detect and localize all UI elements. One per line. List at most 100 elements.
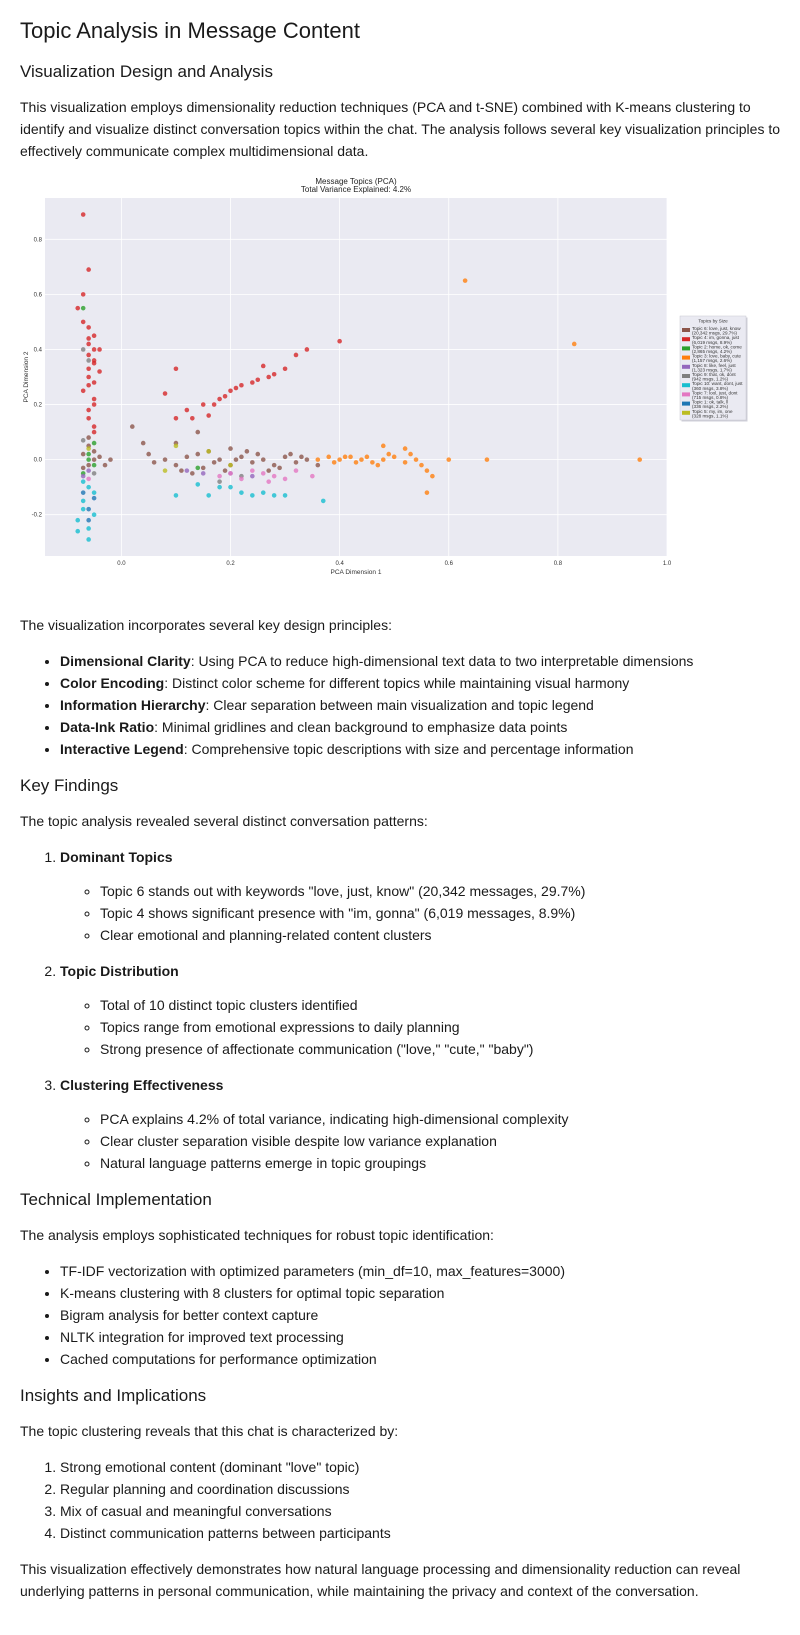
data-point: [228, 484, 233, 490]
finding-group-title: Dominant Topics: [60, 849, 173, 865]
data-point: [277, 465, 282, 471]
data-point: [233, 385, 239, 391]
legend-count: (1,157 msgs, 2.6%): [692, 358, 732, 363]
data-point: [342, 454, 348, 460]
data-point: [408, 451, 413, 457]
insight-item: Strong emotional content (dominant "love…: [60, 1456, 780, 1478]
data-point: [151, 460, 157, 465]
finding-item: Topic 4 shows significant presence with …: [100, 902, 780, 924]
data-point: [380, 443, 386, 449]
data-point: [129, 424, 135, 429]
data-point: [86, 366, 91, 372]
data-point: [80, 490, 86, 495]
data-point: [402, 460, 408, 465]
legend-label: Topic 4: im, gonna, just: [692, 335, 740, 340]
legend-swatch: [682, 383, 690, 388]
finding-item: Topics range from emotional expressions …: [100, 1016, 780, 1038]
data-point: [462, 278, 468, 283]
data-point: [86, 462, 91, 468]
data-point: [80, 506, 86, 512]
legend-swatch: [682, 364, 690, 369]
principles-list: Dimensional Clarity: Using PCA to reduce…: [20, 650, 780, 760]
data-point: [375, 462, 381, 468]
data-point: [271, 371, 277, 377]
finding-item: Natural language patterns emerge in topi…: [100, 1152, 780, 1174]
principle-item: Data-Ink Ratio: Minimal gridlines and cl…: [60, 716, 780, 738]
legend-label: Topic 1: ok, talk, ll: [692, 400, 728, 405]
data-point: [86, 267, 91, 272]
data-point: [173, 443, 179, 449]
data-point: [266, 479, 272, 484]
finding-sublist: Total of 10 distinct topic clusters iden…: [60, 994, 780, 1060]
data-point: [80, 292, 86, 297]
finding-sublist: PCA explains 4.2% of total variance, ind…: [60, 1108, 780, 1174]
data-point: [173, 416, 179, 421]
data-point: [200, 471, 206, 476]
data-point: [364, 454, 370, 460]
data-point: [211, 402, 217, 407]
data-point: [200, 402, 206, 407]
legend-count: (715 msgs, 0.8%): [692, 395, 728, 400]
finding-item: Strong presence of affectionate communic…: [100, 1038, 780, 1060]
technical-item: Bigram analysis for better context captu…: [60, 1304, 780, 1326]
legend-label: Topic 6: love, just, know: [692, 326, 741, 331]
data-point: [250, 460, 255, 465]
data-point: [91, 429, 97, 435]
data-point: [304, 457, 310, 462]
data-point: [250, 493, 255, 498]
data-point: [250, 468, 255, 473]
data-point: [80, 473, 86, 479]
data-point: [310, 473, 315, 479]
principle-item: Color Encoding: Distinct color scheme fo…: [60, 672, 780, 694]
finding-group: Clustering Effectiveness PCA explains 4.…: [60, 1074, 780, 1174]
legend-swatch: [682, 401, 690, 406]
legend-count: (360 msgs, 3.8%): [692, 386, 728, 391]
legend-count: (6,019 msgs, 8.9%): [692, 340, 732, 345]
data-point: [299, 454, 304, 460]
data-point: [195, 429, 201, 435]
data-point: [80, 451, 86, 457]
data-point: [430, 473, 435, 479]
data-point: [228, 462, 233, 468]
data-point: [217, 484, 222, 490]
data-point: [86, 358, 91, 363]
data-point: [80, 319, 86, 325]
x-tick-label: 1.0: [663, 561, 672, 567]
data-point: [217, 457, 222, 462]
data-point: [206, 449, 211, 454]
data-point: [380, 457, 386, 462]
data-point: [228, 446, 233, 451]
data-point: [91, 457, 97, 462]
data-point: [80, 388, 86, 394]
data-point: [173, 493, 179, 498]
data-point: [86, 517, 91, 523]
data-point: [86, 457, 91, 462]
data-point: [271, 462, 277, 468]
data-point: [86, 336, 91, 341]
data-point: [293, 468, 299, 473]
data-point: [331, 460, 337, 465]
insight-item: Distinct communication patterns between …: [60, 1522, 780, 1544]
data-point: [260, 490, 266, 495]
data-point: [86, 374, 91, 380]
data-point: [91, 471, 97, 476]
data-point: [86, 407, 91, 413]
data-point: [86, 526, 91, 531]
data-point: [239, 382, 244, 388]
data-point: [86, 506, 91, 512]
data-point: [173, 462, 179, 468]
data-point: [75, 305, 81, 311]
findings-list: Dominant Topics Topic 6 stands out with …: [20, 846, 780, 1174]
data-point: [370, 460, 375, 465]
data-point: [391, 454, 397, 460]
technical-item: NLTK integration for improved text proce…: [60, 1326, 780, 1348]
data-point: [86, 341, 91, 347]
data-point: [86, 416, 91, 421]
data-point: [282, 454, 288, 460]
chart-title: Message Topics (PCA): [315, 177, 397, 186]
data-point: [315, 462, 321, 468]
data-point: [271, 473, 277, 479]
data-point: [348, 454, 353, 460]
data-point: [91, 440, 97, 446]
data-point: [91, 490, 97, 495]
